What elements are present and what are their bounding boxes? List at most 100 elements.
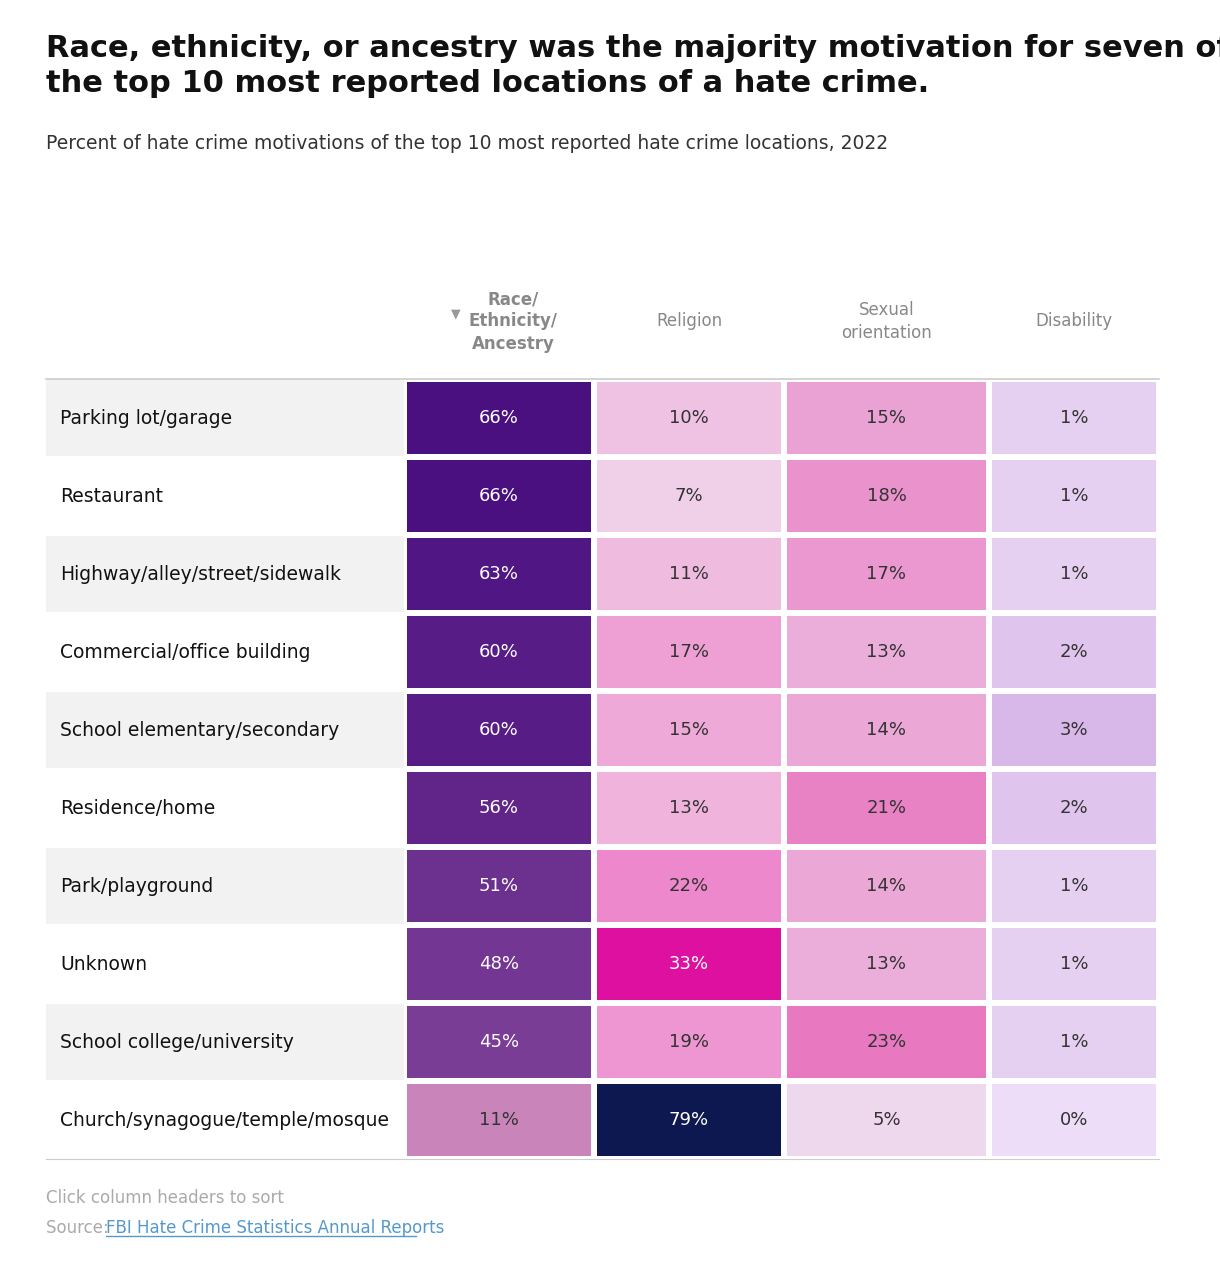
Bar <box>46 847 404 925</box>
Text: 14%: 14% <box>866 877 906 895</box>
Text: 13%: 13% <box>669 799 709 817</box>
Text: 17%: 17% <box>669 643 709 661</box>
Text: Religion: Religion <box>656 312 722 330</box>
Bar <box>597 694 781 766</box>
Bar <box>787 1006 986 1078</box>
Bar <box>992 772 1157 844</box>
Text: 56%: 56% <box>479 799 518 817</box>
Bar <box>46 769 404 847</box>
Bar <box>597 382 781 454</box>
Text: 10%: 10% <box>669 410 709 427</box>
Text: Highway/alley/street/sidewalk: Highway/alley/street/sidewalk <box>60 565 342 584</box>
Text: 23%: 23% <box>866 1033 906 1050</box>
Bar <box>787 382 986 454</box>
Bar <box>992 460 1157 532</box>
Bar <box>407 382 590 454</box>
Text: Race/
Ethnicity/
Ancestry: Race/ Ethnicity/ Ancestry <box>468 291 558 353</box>
Bar <box>46 925 404 1004</box>
Text: 60%: 60% <box>479 643 518 661</box>
Text: ▼: ▼ <box>451 307 461 320</box>
Bar <box>597 928 781 1000</box>
Text: 66%: 66% <box>479 487 518 506</box>
Text: 14%: 14% <box>866 720 906 739</box>
Bar <box>787 772 986 844</box>
Bar <box>407 928 590 1000</box>
Text: 11%: 11% <box>669 565 709 583</box>
Bar <box>992 928 1157 1000</box>
Bar <box>787 460 986 532</box>
Bar <box>46 691 404 769</box>
Text: 1%: 1% <box>1060 956 1088 973</box>
Bar <box>407 1006 590 1078</box>
Bar <box>992 1006 1157 1078</box>
Text: Percent of hate crime motivations of the top 10 most reported hate crime locatio: Percent of hate crime motivations of the… <box>46 134 888 153</box>
Bar <box>46 1004 404 1081</box>
Bar <box>407 694 590 766</box>
Text: Commercial/office building: Commercial/office building <box>60 642 311 661</box>
Bar <box>597 538 781 611</box>
Text: Sexual
orientation: Sexual orientation <box>841 301 932 341</box>
Bar <box>46 613 404 691</box>
Text: 1%: 1% <box>1060 1033 1088 1050</box>
Bar <box>407 460 590 532</box>
Text: 45%: 45% <box>479 1033 518 1050</box>
Bar <box>787 849 986 921</box>
Bar <box>992 538 1157 611</box>
Bar <box>597 772 781 844</box>
Text: 11%: 11% <box>479 1111 518 1129</box>
Bar <box>46 379 404 458</box>
Bar <box>407 772 590 844</box>
Text: Parking lot/garage: Parking lot/garage <box>60 408 232 427</box>
Text: 1%: 1% <box>1060 565 1088 583</box>
Text: 2%: 2% <box>1060 643 1088 661</box>
Text: 5%: 5% <box>872 1111 900 1129</box>
Bar <box>992 694 1157 766</box>
Text: Unknown: Unknown <box>60 954 148 973</box>
Text: 15%: 15% <box>866 410 906 427</box>
Bar <box>407 1085 590 1157</box>
Text: 63%: 63% <box>479 565 518 583</box>
Text: Restaurant: Restaurant <box>60 487 163 506</box>
Bar <box>992 382 1157 454</box>
Text: Race, ethnicity, or ancestry was the majority motivation for seven of
the top 10: Race, ethnicity, or ancestry was the maj… <box>46 34 1220 97</box>
Text: 15%: 15% <box>669 720 709 739</box>
Text: 2%: 2% <box>1060 799 1088 817</box>
Bar <box>597 1085 781 1157</box>
Bar <box>597 1006 781 1078</box>
Text: 1%: 1% <box>1060 877 1088 895</box>
Text: 19%: 19% <box>669 1033 709 1050</box>
Bar <box>597 616 781 688</box>
Text: 21%: 21% <box>866 799 906 817</box>
Text: 22%: 22% <box>669 877 709 895</box>
Text: 60%: 60% <box>479 720 518 739</box>
Bar <box>407 616 590 688</box>
Bar <box>597 849 781 921</box>
Bar <box>46 1081 404 1159</box>
Text: School elementary/secondary: School elementary/secondary <box>60 720 339 739</box>
Text: School college/university: School college/university <box>60 1033 294 1052</box>
Text: 13%: 13% <box>866 643 906 661</box>
Text: 1%: 1% <box>1060 410 1088 427</box>
Text: 13%: 13% <box>866 956 906 973</box>
Text: 48%: 48% <box>479 956 518 973</box>
Text: Click column headers to sort: Click column headers to sort <box>46 1189 284 1207</box>
Bar <box>787 928 986 1000</box>
Bar <box>46 458 404 535</box>
Bar <box>787 694 986 766</box>
Text: 17%: 17% <box>866 565 906 583</box>
Text: FBI Hate Crime Statistics Annual Reports: FBI Hate Crime Statistics Annual Reports <box>106 1218 444 1237</box>
Text: 66%: 66% <box>479 410 518 427</box>
Bar <box>407 849 590 921</box>
Bar <box>787 538 986 611</box>
Bar <box>787 616 986 688</box>
Text: 7%: 7% <box>675 487 703 506</box>
Text: Park/playground: Park/playground <box>60 876 214 895</box>
Bar <box>992 849 1157 921</box>
Text: Residence/home: Residence/home <box>60 799 215 818</box>
Bar <box>407 538 590 611</box>
Text: 79%: 79% <box>669 1111 709 1129</box>
Text: 18%: 18% <box>866 487 906 506</box>
Text: 3%: 3% <box>1060 720 1088 739</box>
Bar <box>992 616 1157 688</box>
Text: 33%: 33% <box>669 956 709 973</box>
